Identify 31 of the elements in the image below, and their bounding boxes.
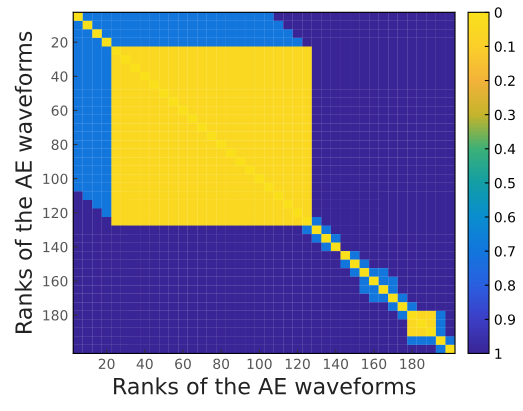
x-tick-label: 40 — [136, 358, 153, 370]
color-bar-label: 0.8 — [494, 280, 516, 291]
y-tick-label: 80 — [52, 139, 68, 150]
x-tick-label: 80 — [213, 358, 230, 370]
y-axis-title: Ranks of the AE waveforms — [14, 32, 32, 333]
y-tick-label: 60 — [52, 105, 68, 116]
color-bar-label: 0.3 — [494, 110, 515, 120]
y-tick-label: 100 — [43, 174, 68, 184]
x-tick-label: 160 — [362, 358, 386, 370]
color-bar-label: 0 — [494, 7, 502, 18]
y-tick-label: 160 — [43, 276, 68, 286]
y-tick-label: 140 — [43, 242, 68, 252]
y-tick-label: 180 — [43, 310, 68, 321]
x-tick-label: 20 — [98, 358, 115, 370]
x-tick-label: 180 — [400, 358, 424, 370]
y-tick-label: 40 — [51, 71, 68, 82]
x-axis-title: Ranks of the AE waveforms — [114, 377, 416, 395]
y-tick-label: 120 — [43, 208, 68, 218]
x-tick-label: 100 — [248, 358, 272, 370]
color-bar-label: 0.5 — [494, 178, 515, 188]
color-bar-label: 0.6 — [494, 212, 516, 222]
color-bar-label: 0.4 — [494, 144, 516, 154]
color-bar-label: 0.1 — [494, 41, 515, 52]
y-tick-label: 20 — [52, 37, 68, 48]
color-bar-label: 0.9 — [494, 314, 515, 325]
color-bar-label: 0.7 — [494, 246, 515, 257]
color-bar-label: 0.2 — [494, 76, 515, 86]
x-tick-label: 60 — [175, 358, 191, 370]
x-tick-label: 140 — [324, 358, 348, 370]
color-bar-label: 1 — [495, 348, 502, 359]
x-tick-label: 120 — [286, 358, 310, 370]
